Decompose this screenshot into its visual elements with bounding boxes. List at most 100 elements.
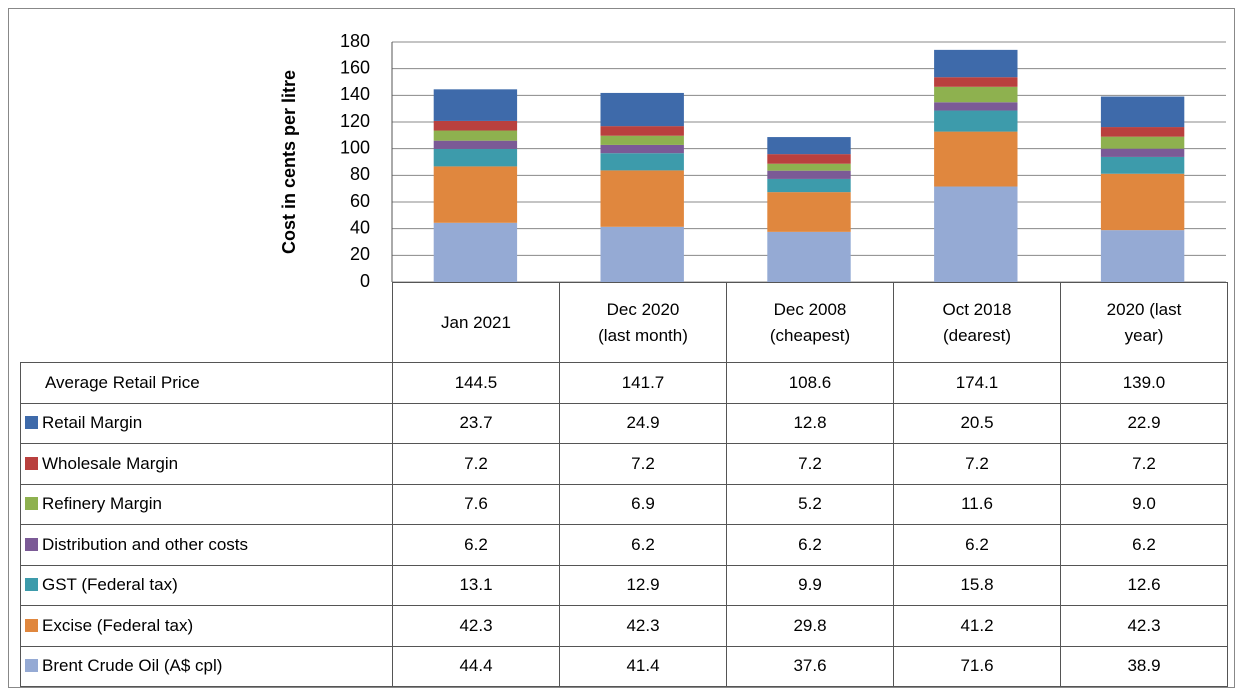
row-label: Brent Crude Oil (A$ cpl) <box>20 645 393 687</box>
table-value: 7.6 <box>392 483 560 525</box>
bar-segment <box>934 186 1018 282</box>
legend-label: Brent Crude Oil (A$ cpl) <box>42 656 223 676</box>
bar-segment <box>767 231 851 282</box>
table-row: Excise (Federal tax) 42.3 42.3 29.8 41.2 42.3 <box>20 605 1228 647</box>
category-label: 2020 (last year) <box>1060 282 1228 363</box>
table-row: Distribution and other costs 6.2 6.2 6.2 6.2… <box>20 524 1228 566</box>
category-label: Dec 2020 (last month) <box>559 282 727 363</box>
bar-segment <box>934 102 1018 111</box>
bar-segment <box>600 92 684 127</box>
bar-segment <box>934 49 1018 78</box>
legend-label: GST (Federal tax) <box>42 575 178 595</box>
y-tick-label: 40 <box>350 217 370 237</box>
table-value: 7.2 <box>893 443 1061 485</box>
bar-segment <box>934 77 1018 87</box>
table-value: 11.6 <box>893 483 1061 525</box>
row-label: Retail Margin <box>20 402 393 444</box>
bar-segment <box>1100 136 1185 149</box>
table-row: GST (Federal tax) 13.1 12.9 9.9 15.8 12.6 <box>20 564 1228 606</box>
row-label: Average Retail Price <box>20 362 393 404</box>
y-tick-label: 160 <box>340 57 370 77</box>
legend-label: Distribution and other costs <box>42 534 248 554</box>
y-tick-label: 140 <box>340 84 370 104</box>
bar-segment <box>600 135 684 145</box>
y-axis-label: Cost in cents per litre <box>279 70 299 254</box>
y-tick-label: 100 <box>340 137 370 157</box>
bar-segment <box>767 137 851 155</box>
table-value: 7.2 <box>392 443 560 485</box>
bar-segment <box>1100 156 1185 174</box>
category-label: Oct 2018 (dearest) <box>893 282 1061 363</box>
legend-key <box>25 537 38 551</box>
table-value: 37.6 <box>726 645 894 687</box>
table-value: 6.9 <box>559 483 727 525</box>
bar-segment <box>433 148 518 167</box>
bar-segment <box>767 178 851 193</box>
table-value: 71.6 <box>893 645 1061 687</box>
legend-label: Excise (Federal tax) <box>42 615 194 635</box>
bar-segment <box>1100 148 1185 157</box>
table-value: 42.3 <box>559 605 727 647</box>
row-label: Wholesale Margin <box>20 443 393 485</box>
bar-segment <box>433 120 518 131</box>
table-value: 7.2 <box>1060 443 1228 485</box>
bar-segment <box>767 163 851 171</box>
category-label: Jan 2021 <box>392 282 560 363</box>
table-row: Brent Crude Oil (A$ cpl) 44.4 41.4 37.6 71.6… <box>20 645 1228 687</box>
y-tick-label: 180 <box>340 31 370 51</box>
table-value: 5.2 <box>726 483 894 525</box>
table-value: 41.2 <box>893 605 1061 647</box>
legend-key <box>25 578 38 592</box>
bar-segment <box>433 130 518 141</box>
table-value: 42.3 <box>1060 605 1228 647</box>
row-label: Refinery Margin <box>20 483 393 525</box>
table-row: Refinery Margin 7.6 6.9 5.2 11.6 9.0 <box>20 483 1228 525</box>
bar-segment <box>1100 127 1185 137</box>
data-table: Jan 2021 Dec 2020 (last month) Dec 2008 (c… <box>20 282 1228 687</box>
bar-segment <box>433 166 518 223</box>
bar-segment <box>1100 230 1185 282</box>
bar-segment <box>934 110 1018 132</box>
bar-segment <box>600 170 684 227</box>
table-value: 24.9 <box>559 402 727 444</box>
row-label: Distribution and other costs <box>20 524 393 566</box>
bar-segment <box>767 170 851 179</box>
table-value: 174.1 <box>893 362 1061 404</box>
bar-segment <box>600 126 684 136</box>
y-tick-label: 80 <box>350 164 370 184</box>
row-name: Average Retail Price <box>45 372 200 392</box>
legend-label: Refinery Margin <box>42 494 162 514</box>
table-value: 41.4 <box>559 645 727 687</box>
table-value: 9.9 <box>726 564 894 606</box>
header-row: Jan 2021 Dec 2020 (last month) Dec 2008 (c… <box>20 282 1228 363</box>
table-value: 44.4 <box>392 645 560 687</box>
table-row: Retail Margin 23.7 24.9 12.8 20.5 22.9 <box>20 402 1228 444</box>
y-tick-label: 0 <box>360 271 370 291</box>
bar-segment <box>433 222 518 282</box>
legend-key <box>25 618 38 632</box>
table-value: 141.7 <box>559 362 727 404</box>
bar-segment <box>1100 96 1185 128</box>
table-value: 15.8 <box>893 564 1061 606</box>
blank-cell <box>20 282 393 363</box>
row-label: Excise (Federal tax) <box>20 605 393 647</box>
table-value: 6.2 <box>1060 524 1228 566</box>
table-value: 12.8 <box>726 402 894 444</box>
legend-key <box>25 497 38 511</box>
table-value: 38.9 <box>1060 645 1228 687</box>
y-tick-label: 60 <box>350 191 370 211</box>
table-value: 23.7 <box>392 402 560 444</box>
table-value: 6.2 <box>726 524 894 566</box>
table-row: Average Retail Price 144.5 141.7 108.6 174.1… <box>20 362 1228 404</box>
frame <box>8 8 1235 688</box>
table-value: 20.5 <box>893 402 1061 444</box>
table-value: 108.6 <box>726 362 894 404</box>
bar-segment <box>433 89 518 121</box>
table-value: 13.1 <box>392 564 560 606</box>
table-value: 7.2 <box>726 443 894 485</box>
table-value: 144.5 <box>392 362 560 404</box>
legend-label: Retail Margin <box>42 413 143 433</box>
legend-key <box>25 456 38 470</box>
